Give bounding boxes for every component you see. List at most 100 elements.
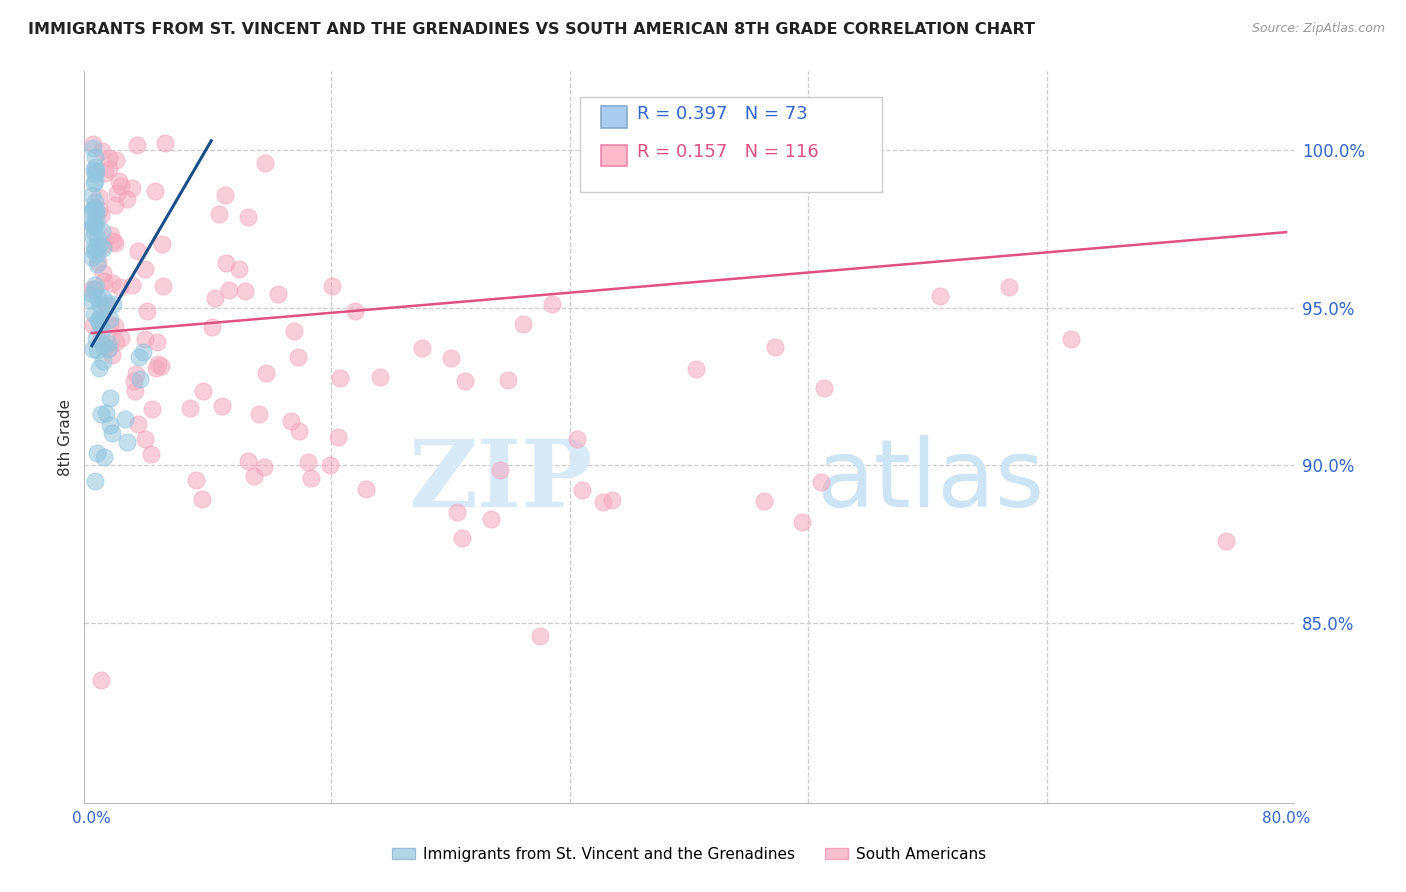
Point	[117, 435, 139, 450]
Point	[218, 284, 240, 298]
Point	[103, 234, 125, 248]
Point	[368, 370, 391, 384]
Point	[104, 334, 127, 349]
Point	[215, 256, 238, 270]
Point	[89, 310, 111, 324]
Point	[104, 235, 127, 250]
Point	[91, 323, 114, 337]
Point	[136, 304, 159, 318]
Point	[193, 384, 215, 398]
Point	[87, 291, 110, 305]
Point	[287, 350, 309, 364]
Point	[297, 455, 319, 469]
Point	[134, 261, 156, 276]
Point	[343, 304, 366, 318]
Point	[565, 432, 588, 446]
Point	[82, 343, 104, 357]
Point	[1215, 534, 1237, 549]
Point	[107, 186, 129, 201]
Point	[83, 244, 105, 258]
Point	[87, 254, 110, 268]
Point	[90, 332, 112, 346]
Point	[440, 351, 463, 366]
Point	[86, 331, 108, 345]
Point	[204, 291, 226, 305]
Point	[100, 425, 122, 440]
Point	[108, 174, 131, 188]
Point	[91, 338, 114, 352]
Point	[1059, 332, 1081, 346]
Point	[89, 317, 111, 331]
Point	[191, 491, 214, 506]
Point	[110, 179, 132, 194]
Point	[84, 194, 107, 209]
Point	[512, 318, 534, 332]
Point	[89, 298, 111, 312]
Point	[127, 417, 149, 432]
Point	[82, 282, 104, 296]
Point	[233, 284, 256, 298]
Point	[91, 266, 114, 280]
Point	[143, 184, 166, 198]
Point	[83, 281, 105, 295]
Point	[108, 280, 131, 294]
Point	[236, 454, 259, 468]
Point	[91, 224, 114, 238]
Point	[247, 407, 270, 421]
Point	[790, 515, 813, 529]
Point	[93, 274, 115, 288]
Point	[254, 156, 277, 170]
Point	[86, 247, 108, 261]
Point	[145, 360, 167, 375]
Point	[101, 297, 124, 311]
Point	[319, 458, 342, 472]
Point	[87, 312, 110, 326]
Point	[128, 350, 150, 364]
Point	[82, 293, 104, 308]
Point	[84, 164, 107, 178]
Point	[83, 278, 105, 293]
Point	[121, 181, 143, 195]
Text: Source: ZipAtlas.com: Source: ZipAtlas.com	[1251, 22, 1385, 36]
Point	[80, 204, 103, 219]
Point	[94, 406, 117, 420]
Point	[321, 279, 343, 293]
Point	[87, 238, 110, 252]
Point	[810, 475, 832, 489]
Point	[254, 366, 277, 380]
Point	[253, 460, 276, 475]
Point	[326, 430, 349, 444]
Point	[94, 166, 117, 180]
Text: ZIP: ZIP	[408, 436, 592, 526]
Point	[86, 258, 108, 272]
Text: IMMIGRANTS FROM ST. VINCENT AND THE GRENADINES VS SOUTH AMERICAN 8TH GRADE CORRE: IMMIGRANTS FROM ST. VINCENT AND THE GREN…	[28, 22, 1035, 37]
Point	[354, 483, 377, 497]
Point	[998, 280, 1021, 294]
Point	[411, 341, 433, 355]
Point	[145, 334, 167, 349]
Point	[97, 151, 120, 165]
Point	[496, 373, 519, 387]
Point	[86, 231, 108, 245]
Point	[208, 207, 231, 221]
Point	[82, 188, 104, 202]
Point	[454, 374, 477, 388]
Point	[122, 374, 145, 388]
Point	[152, 279, 174, 293]
Point	[83, 225, 105, 239]
Point	[155, 136, 177, 151]
Legend: Immigrants from St. Vincent and the Grenadines, South Americans: Immigrants from St. Vincent and the Gren…	[385, 841, 993, 868]
Point	[83, 167, 105, 181]
Point	[82, 136, 104, 151]
Point	[93, 450, 115, 465]
Point	[571, 483, 593, 497]
Point	[91, 238, 114, 252]
Point	[83, 218, 105, 232]
FancyBboxPatch shape	[600, 106, 627, 128]
Point	[288, 424, 311, 438]
Point	[89, 190, 111, 204]
Text: R = 0.397   N = 73: R = 0.397 N = 73	[637, 104, 807, 123]
Y-axis label: 8th Grade: 8th Grade	[58, 399, 73, 475]
Point	[91, 241, 114, 255]
Point	[150, 237, 173, 252]
